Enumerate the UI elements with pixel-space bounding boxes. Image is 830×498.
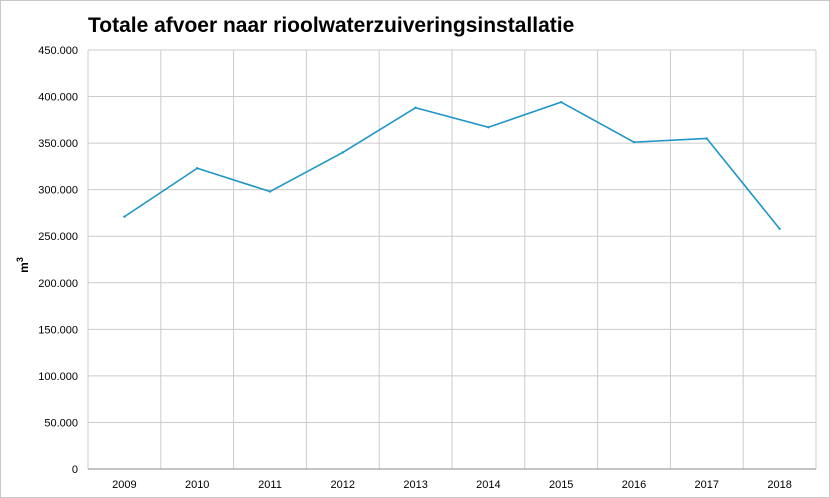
- data-point: [632, 140, 636, 144]
- data-point: [778, 227, 781, 230]
- x-tick-label: 2011: [258, 479, 282, 491]
- y-tick-label: 350.000: [38, 138, 78, 150]
- x-tick-label: 2018: [767, 479, 791, 491]
- y-tick-label: 0: [72, 464, 78, 476]
- y-tick-label: 250.000: [38, 231, 78, 243]
- y-tick-label: 400.000: [38, 92, 78, 104]
- x-tick-label: 2016: [622, 479, 646, 491]
- x-tick-label: 2010: [185, 479, 209, 491]
- y-axis-label: m3: [15, 257, 31, 273]
- y-tick-label: 200.000: [38, 278, 78, 290]
- series-line: [123, 101, 781, 230]
- x-tick-label: 2012: [331, 479, 355, 491]
- chart-title: Totale afvoer naar rioolwaterzuiveringsi…: [88, 14, 575, 37]
- y-tick-label: 150.000: [38, 324, 78, 336]
- data-point: [196, 167, 199, 170]
- y-tick-label: 300.000: [38, 185, 78, 197]
- y-tick-label: 450.000: [38, 45, 78, 57]
- x-tick-label: 2017: [695, 479, 719, 491]
- y-tick-labels: 0 50.000 100.000 150.000 200.000 250.000 300.0…: [38, 45, 78, 476]
- y-tick-label: 100.000: [38, 371, 78, 383]
- gridlines: [87, 49, 817, 470]
- data-point: [705, 137, 708, 140]
- data-point: [268, 190, 272, 193]
- data-point: [341, 151, 344, 154]
- data-point: [414, 106, 417, 109]
- y-axis-label-exponent: 3: [15, 257, 25, 262]
- x-tick-label: 2015: [549, 479, 573, 491]
- x-tick-label: 2013: [403, 479, 427, 491]
- data-series: [123, 100, 781, 230]
- data-point: [487, 126, 490, 129]
- y-axis-label-unit: m: [17, 262, 31, 273]
- x-tick-label: 2009: [112, 479, 136, 491]
- data-point: [123, 215, 126, 218]
- y-tick-label: 50.000: [44, 417, 78, 429]
- x-tick-label: 2014: [476, 479, 500, 491]
- data-point: [560, 100, 563, 104]
- x-tick-labels: 2009 2010 2011 2012 2013 2014 2015 2016 2017 2018: [112, 479, 792, 491]
